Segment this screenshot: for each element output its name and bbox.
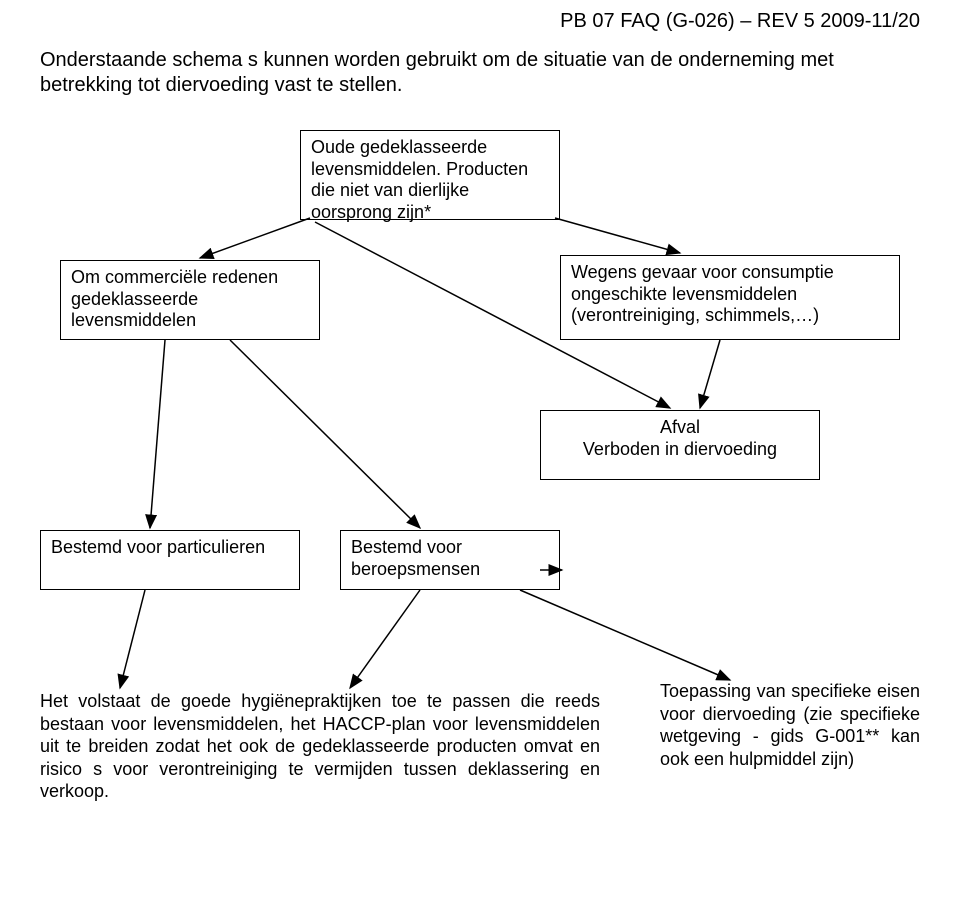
node-right1-text: Wegens gevaar voor consumptie ongeschikt… bbox=[571, 262, 834, 325]
node-beroepsmensen-text: Bestemd voor beroepsmensen bbox=[351, 537, 480, 579]
intro-text: Onderstaande schema s kunnen worden gebr… bbox=[40, 48, 920, 98]
node-left1: Om commerciële redenen gedeklasseerde le… bbox=[60, 260, 320, 340]
node-beroepsmensen: Bestemd voor beroepsmensen bbox=[340, 530, 560, 590]
node-afval: Afval Verboden in diervoeding bbox=[540, 410, 820, 480]
node-right1: Wegens gevaar voor consumptie ongeschikt… bbox=[560, 255, 900, 340]
node-afval-text: Afval Verboden in diervoeding bbox=[583, 417, 777, 459]
node-left1-text: Om commerciële redenen gedeklasseerde le… bbox=[71, 267, 278, 330]
node-particulieren: Bestemd voor particulieren bbox=[40, 530, 300, 590]
header-code: PB 07 FAQ (G-026) – REV 5 2009-11/20 bbox=[560, 10, 920, 33]
node-top-text: Oude gedeklasseerde levensmiddelen. Prod… bbox=[311, 137, 528, 222]
node-particulieren-text: Bestemd voor particulieren bbox=[51, 537, 265, 557]
bottom-right-text: Toepassing van specifieke eisen voor die… bbox=[660, 680, 920, 770]
node-top: Oude gedeklasseerde levensmiddelen. Prod… bbox=[300, 130, 560, 220]
bottom-left-text: Het volstaat de goede hygiënepraktijken … bbox=[40, 690, 600, 803]
